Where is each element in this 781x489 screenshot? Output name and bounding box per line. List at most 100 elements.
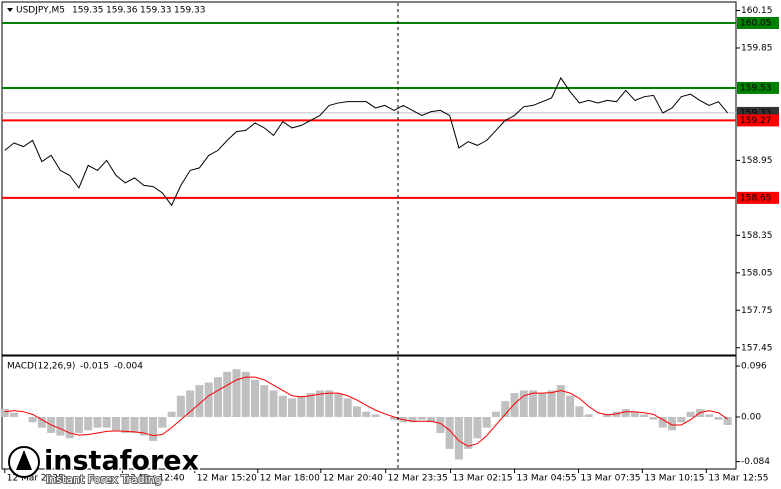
histogram-bar — [288, 398, 297, 418]
x-tick-label: 12 Mar 23:35 — [388, 474, 448, 484]
histogram-bar — [167, 411, 176, 418]
histogram-bar — [74, 417, 83, 433]
watermark: instaforex Instant Forex Trading — [8, 444, 201, 487]
histogram-bar — [464, 417, 473, 449]
histogram-bar — [334, 393, 343, 418]
histogram-bar — [668, 417, 677, 431]
histogram-bar — [575, 406, 584, 418]
x-tick-label: 12 Mar 2025 — [7, 474, 64, 484]
histogram-bar — [343, 398, 352, 418]
x-tick-label: 12 Mar 18:00 — [260, 474, 320, 484]
histogram-bar — [121, 417, 130, 433]
signal-line — [4, 376, 728, 447]
plot-layer: 160.15 159.85 158.95 158.35 158.05 157.75 157.… — [0, 6, 779, 484]
histogram-bar — [714, 417, 723, 420]
histogram-bar — [93, 417, 102, 428]
histogram-bar — [371, 414, 380, 418]
histogram-bar — [37, 417, 46, 428]
y-tick-label: 0.096 — [741, 362, 767, 372]
histogram-bar — [260, 385, 269, 418]
histogram-bar — [510, 393, 519, 418]
histogram-bar — [352, 406, 361, 418]
histogram-bar — [686, 411, 695, 418]
symbol: USDJPY,M5 — [16, 6, 65, 16]
histogram-bar — [482, 417, 491, 428]
histogram-bar — [519, 390, 528, 418]
y-tick-label: 157.75 — [741, 306, 773, 316]
histogram-bar — [325, 390, 334, 418]
x-tick-label: 12 Mar 12:40 — [124, 474, 184, 484]
histogram-bar — [251, 379, 260, 418]
histogram-bar — [232, 369, 241, 418]
y-tick-label: 158.95 — [741, 156, 773, 166]
y-tick-label: 159.85 — [741, 43, 773, 53]
histogram-bar — [213, 377, 222, 418]
histogram-bar — [186, 390, 195, 418]
histogram-bar — [0, 409, 9, 418]
histogram-bar — [28, 417, 37, 423]
histogram-bar — [427, 417, 436, 423]
histogram-bar — [436, 417, 445, 433]
histogram-bar — [630, 411, 639, 418]
histogram-bar — [390, 417, 399, 420]
histogram-bar — [158, 417, 167, 428]
ohlc-value: 159.36 — [106, 6, 138, 16]
x-tick-label: 12 Mar 15:20 — [197, 474, 257, 484]
x-tick-label: 13 Mar 02:15 — [453, 474, 513, 484]
histogram-bar — [65, 417, 74, 439]
histogram-bar — [491, 411, 500, 418]
menu-arrow — [7, 8, 13, 12]
histogram-bar — [556, 385, 565, 418]
histogram-bar — [102, 417, 111, 428]
y-tick-label: 158.05 — [741, 268, 773, 278]
histogram-bar — [56, 417, 65, 436]
histogram-bar — [677, 417, 686, 423]
ohlc-value: 159.35 — [72, 6, 104, 16]
y-tick-label: -0.084 — [741, 457, 770, 467]
histogram-bar — [195, 385, 204, 418]
histogram-bar — [315, 390, 324, 418]
x-tick-label: 12 Mar 20:40 — [323, 474, 383, 484]
price-line — [4, 76, 729, 207]
histogram-bar — [658, 417, 667, 428]
histogram-bar — [538, 393, 547, 418]
indicator-name: MACD(12,26,9) — [7, 362, 75, 372]
histogram-bar — [149, 417, 158, 441]
level-label: 159.27 — [740, 116, 772, 126]
histogram-bar — [306, 393, 315, 418]
main-pane — [1, 1, 737, 356]
x-tick-label: 13 Mar 04:55 — [517, 474, 577, 484]
histogram-bar — [278, 395, 287, 418]
histogram-bar — [176, 395, 185, 418]
histogram-bar — [408, 417, 417, 423]
current-price-label: 159.33 — [740, 108, 772, 118]
level-box — [737, 191, 779, 204]
histogram-bar — [362, 411, 371, 418]
histogram-bar — [204, 382, 213, 418]
y-tick-label: 0.00 — [741, 413, 761, 423]
level-box — [737, 81, 779, 94]
histogram-bar — [649, 417, 658, 420]
histogram-bar — [130, 417, 139, 433]
y-tick-label: 160.15 — [741, 6, 773, 16]
histogram-bar — [529, 390, 538, 418]
ohlc-value: 159.33 — [140, 6, 172, 16]
y-tick-label: 158.35 — [741, 231, 773, 241]
indicator-value: -0.015 — [80, 362, 109, 372]
histogram-bar — [723, 417, 732, 425]
level-box — [737, 16, 779, 29]
histogram-bar — [705, 414, 714, 418]
level-box — [737, 114, 779, 127]
histogram-bar — [566, 395, 575, 418]
logo-mark — [16, 450, 32, 470]
histogram-bar — [454, 417, 463, 460]
histogram-bar — [445, 417, 454, 449]
histogram-bar — [547, 390, 556, 418]
histogram-bar — [473, 417, 482, 439]
histogram-bar — [612, 411, 621, 418]
histogram-bar — [297, 395, 306, 418]
level-label: 158.65 — [740, 193, 772, 203]
indicator-value: -0.004 — [114, 362, 143, 372]
